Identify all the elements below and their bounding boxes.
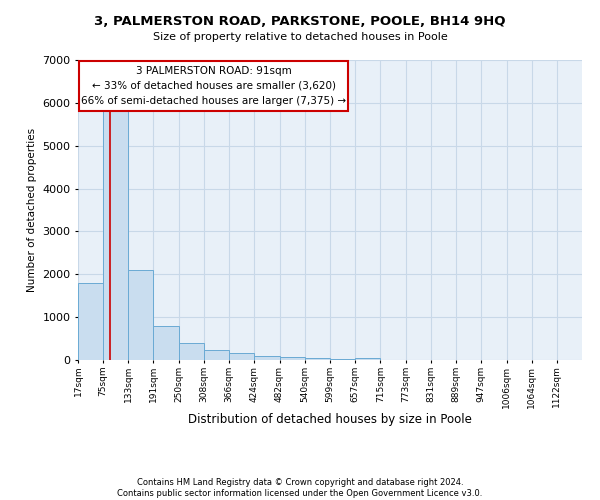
Bar [254, 356, 280, 360]
Bar [103, 112, 128, 360]
Bar [280, 357, 305, 360]
FancyBboxPatch shape [79, 61, 348, 110]
Bar [128, 270, 154, 360]
Y-axis label: Number of detached properties: Number of detached properties [26, 128, 37, 292]
Bar [355, 358, 380, 360]
Bar [229, 352, 254, 360]
Text: Size of property relative to detached houses in Poole: Size of property relative to detached ho… [152, 32, 448, 42]
Bar [78, 283, 103, 360]
Text: 3 PALMERSTON ROAD: 91sqm
← 33% of detached houses are smaller (3,620)
66% of sem: 3 PALMERSTON ROAD: 91sqm ← 33% of detach… [81, 66, 346, 106]
Bar [179, 343, 204, 360]
Text: 3, PALMERSTON ROAD, PARKSTONE, POOLE, BH14 9HQ: 3, PALMERSTON ROAD, PARKSTONE, POOLE, BH… [94, 15, 506, 28]
Text: Contains HM Land Registry data © Crown copyright and database right 2024.
Contai: Contains HM Land Registry data © Crown c… [118, 478, 482, 498]
X-axis label: Distribution of detached houses by size in Poole: Distribution of detached houses by size … [188, 413, 472, 426]
Bar [154, 326, 179, 360]
Bar [305, 358, 330, 360]
Bar [204, 350, 229, 360]
Bar [330, 358, 355, 360]
